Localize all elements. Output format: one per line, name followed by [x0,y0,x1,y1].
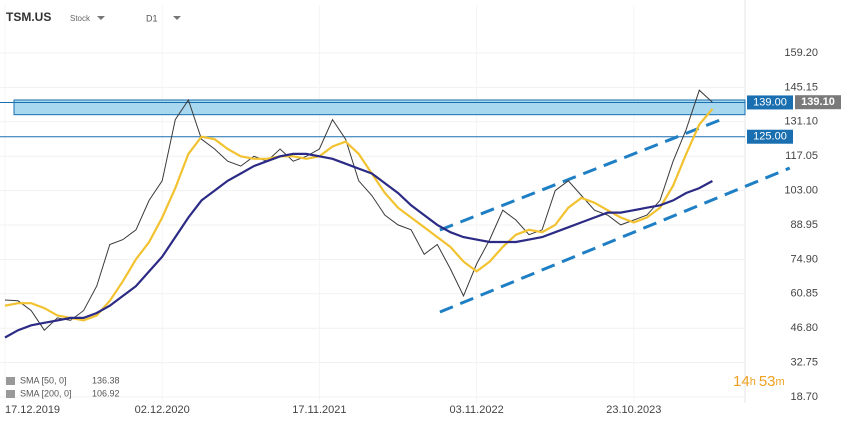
trend-channel [439,166,791,314]
price-tag-label: 139.10 [801,96,835,108]
level-tag [747,95,793,110]
y-tick-label: 74.90 [790,253,818,265]
interval[interactable]: D1 [146,13,158,23]
y-tick-label: 145.15 [784,81,818,93]
legend-icon [6,390,15,398]
x-tick-label: 23.10.2023 [606,404,661,416]
x-tick-label: 02.12.2020 [135,404,190,416]
instrument-type: Stock [70,14,91,23]
timer-minutes: 53 [759,373,776,390]
x-tick-label: 17.12.2019 [5,404,60,416]
y-tick-label: 88.95 [790,219,818,231]
timer: 14h 53m [733,373,785,390]
level-label: 125.00 [753,131,787,143]
legend-icon [6,377,15,385]
y-tick-label: 103.00 [784,185,818,197]
level-label: 139.00 [753,96,787,108]
dropdown-arrow[interactable] [97,16,105,20]
x-tick-label: 17.11.2021 [292,404,346,416]
trend-channel [439,116,727,232]
x-tick-label: 03.11.2022 [449,404,503,416]
legend-name: SMA [50, 0] [20,375,67,385]
legend-value: 106.92 [92,388,120,398]
symbol: TSM.US [6,10,51,24]
y-tick-label: 18.70 [790,391,818,403]
timer-hours: 14 [733,373,750,390]
legend-value: 136.38 [92,375,120,385]
legend-name: SMA [200, 0] [20,388,72,398]
dropdown-arrow[interactable] [173,16,181,20]
resistance-zone [13,99,746,116]
y-tick-label: 46.80 [790,322,818,334]
level-tag [747,129,793,144]
y-tick-label: 131.10 [784,116,818,128]
timer-h: h [750,376,756,388]
y-tick-label: 117.05 [785,150,818,162]
y-tick-label: 32.75 [790,357,818,369]
y-tick-label: 60.85 [790,288,818,300]
price-tag [795,95,841,110]
timer-m: m [776,376,785,388]
sma-line [4,152,713,339]
y-tick-label: 159.20 [784,47,818,59]
price-line [4,89,713,331]
sma-line [4,108,714,322]
